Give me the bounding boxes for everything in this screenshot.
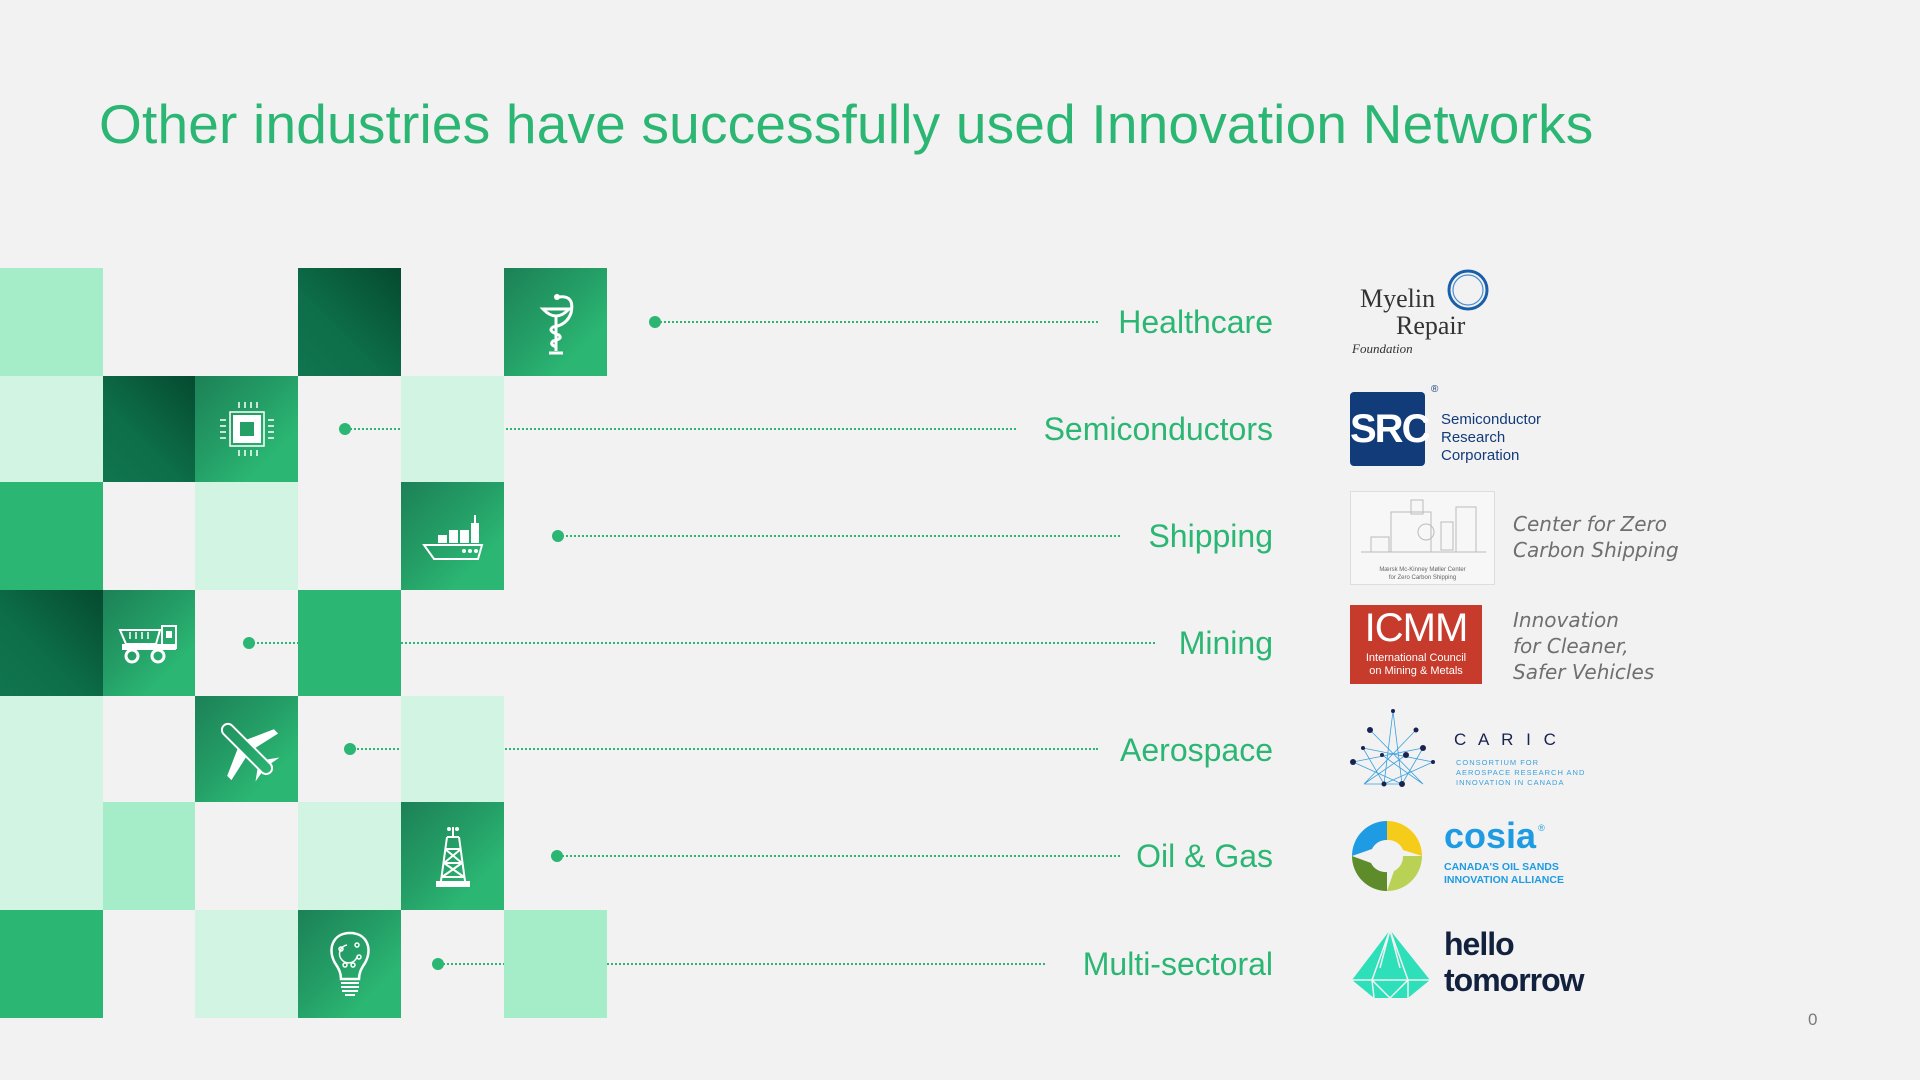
- grid-tile: [298, 590, 401, 696]
- caduceus-icon: [539, 294, 573, 355]
- oil-rig-icon: [435, 827, 470, 887]
- industry-icon-tile: [401, 802, 504, 910]
- czcs-logo: Mærsk Mc-Kinney Møller Center for Zero C…: [1350, 491, 1495, 585]
- connector-dot: [243, 637, 255, 649]
- industry-label-healthcare: Healthcare: [1118, 304, 1273, 340]
- connector-dot: [649, 316, 661, 328]
- industrial-sketch-icon: [1361, 499, 1486, 553]
- industry-label-semiconductors: Semiconductors: [1043, 411, 1273, 447]
- connector-dotted-line: [438, 963, 1045, 965]
- connector-dotted-line: [350, 748, 1098, 750]
- connector-dotted-line: [655, 321, 1098, 323]
- page-number: 0: [1808, 1010, 1818, 1029]
- grid-tile: [0, 482, 103, 590]
- grid-tile: [401, 376, 504, 482]
- industry-icon-tile: [195, 376, 298, 482]
- grid-tile: [195, 482, 298, 590]
- src-logo: SRC ® Semiconductor Research Corporation: [1350, 384, 1542, 466]
- caric-logo: C A R I C CONSORTIUM FOR AEROSPACE RESEA…: [1350, 708, 1630, 788]
- cargo-ship-icon: [421, 515, 483, 560]
- grid-tile: [298, 268, 401, 376]
- grid-tile: [0, 376, 103, 482]
- ring-icon: [1447, 269, 1489, 311]
- czcs-text: Center for Zero Carbon Shipping: [1513, 512, 1679, 562]
- connector-dot: [432, 958, 444, 970]
- connector-dot: [551, 850, 563, 862]
- myelin-repair-logo: Myelin Repair Foundation: [1350, 268, 1500, 364]
- grid-tile: [195, 910, 298, 1018]
- connector-dot: [339, 423, 351, 435]
- cosia-logo: cosia ® CANADA'S OIL SANDS INNOVATION AL…: [1350, 815, 1590, 895]
- connector-dotted-line: [249, 642, 1155, 644]
- cosia-ring-icon: [1352, 821, 1422, 891]
- airplane-icon: [220, 722, 280, 782]
- cosia-wordmark: cosia: [1444, 815, 1537, 856]
- industry-icon-tile: [504, 268, 607, 376]
- grid-tile: [0, 910, 103, 1018]
- industry-label-shipping: Shipping: [1148, 518, 1273, 554]
- connector-dot: [552, 530, 564, 542]
- lightbulb-icon: [329, 931, 370, 996]
- connector-dotted-line: [557, 855, 1120, 857]
- grid-tile: [504, 910, 607, 1018]
- grid-tile: [103, 802, 195, 910]
- grid-tile: [298, 802, 401, 910]
- grid-tile: [0, 590, 103, 696]
- grid-tile: [103, 376, 195, 482]
- diamond-icon: [1352, 928, 1430, 1000]
- grid-tile: [0, 268, 103, 376]
- chip-icon: [219, 402, 274, 456]
- icmm-logo: ICMM International Council on Mining & M…: [1350, 605, 1482, 684]
- cosia-registered-mark: ®: [1538, 823, 1545, 833]
- industry-label-oil-gas: Oil & Gas: [1136, 838, 1273, 874]
- connector-dotted-line: [558, 535, 1120, 537]
- industry-icon-tile: [298, 910, 401, 1018]
- network-maple-icon: [1350, 709, 1435, 787]
- connector-dotted-line: [345, 428, 1016, 430]
- grid-tile: [0, 802, 103, 910]
- industry-label-mining: Mining: [1178, 625, 1273, 661]
- connector-dot: [344, 743, 356, 755]
- industry-icon-tile: [401, 482, 504, 590]
- industry-icon-tile: [103, 590, 195, 696]
- grid-tile: [401, 696, 504, 802]
- mining-truck-icon: [118, 625, 177, 664]
- industry-label-aerospace: Aerospace: [1120, 732, 1273, 768]
- grid-tile: [0, 696, 103, 802]
- hello-tomorrow-logo: hello tomorrow: [1350, 926, 1600, 1002]
- industry-label-multi-sectoral: Multi-sectoral: [1082, 946, 1273, 982]
- industry-icon-tile: [195, 696, 298, 802]
- icmm-text: Innovation for Cleaner, Safer Vehicles: [1513, 608, 1655, 684]
- page-title: Other industries have successfully used …: [99, 93, 1594, 155]
